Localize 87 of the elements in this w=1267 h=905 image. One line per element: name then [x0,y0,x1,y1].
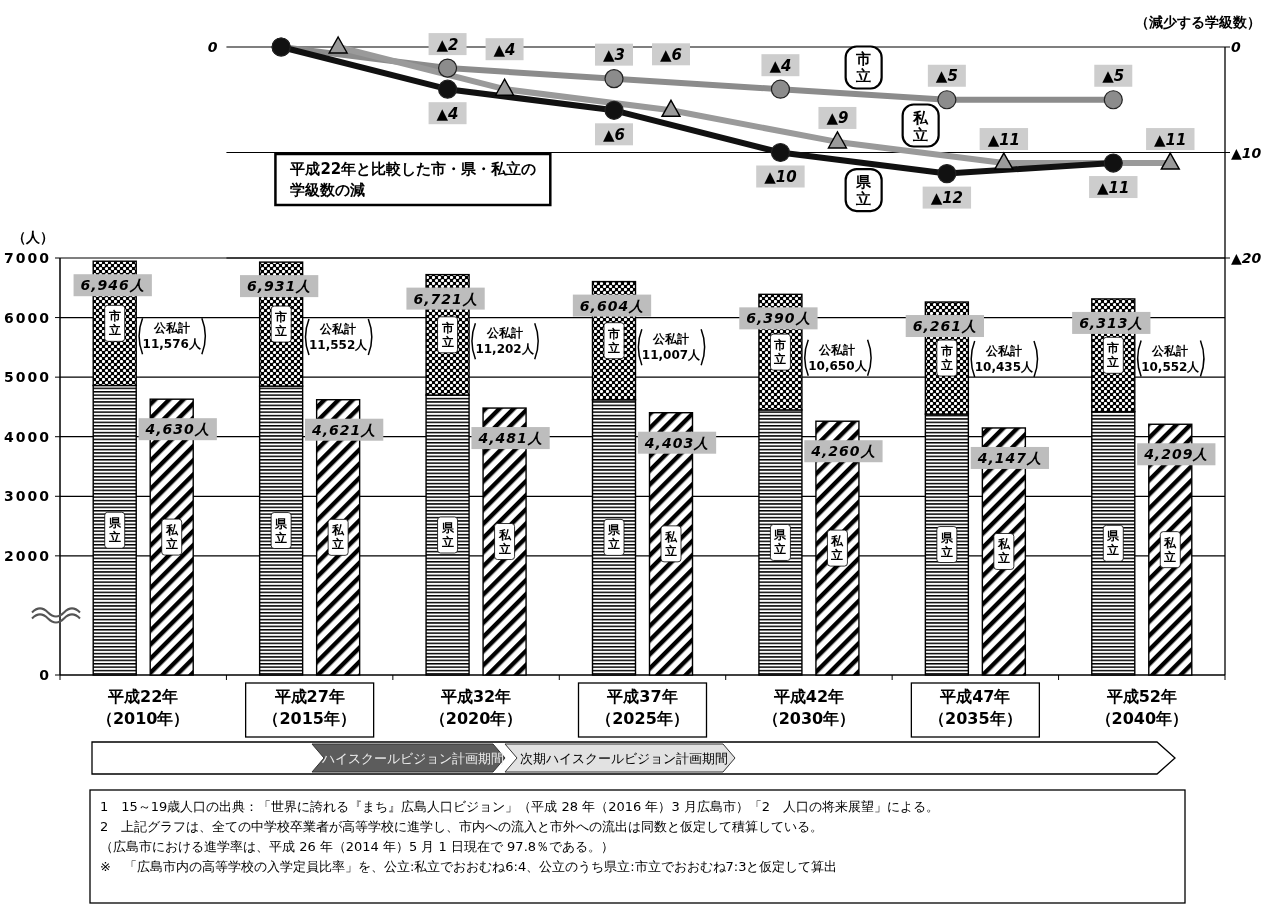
data-label: ▲6 [660,45,682,64]
data-label: ▲2 [436,35,459,54]
data-label: ▲5 [1102,67,1125,86]
data-label: 4,209人 [1143,446,1209,463]
data-label: ▲4 [769,56,792,75]
data-label: ▲9 [826,109,849,128]
x-tick-label: 平成52年（2040年） [1095,687,1189,728]
text: 私立 [332,523,345,552]
text: 私立 [165,523,178,552]
point [770,142,791,163]
series-label: 県立 [107,516,122,545]
y-tick-label: 0 [39,667,51,683]
total-label: 6,261人 [912,318,978,335]
data-label: ▲5 [935,67,958,86]
point [937,90,957,110]
data-label: ▲11 [1154,130,1187,149]
point [437,58,458,78]
x-tick-label: 平成47年（2035年） [929,687,1022,728]
text: 次期ハイスクールビジョン計画期間 [520,751,728,766]
y-tick-label: 6000 [4,309,51,326]
text: 私立 [1164,535,1177,564]
data-label: 4,621人 [310,421,377,438]
text: 1 15～19歳人口の出典：「世界に誇れる『まち』広島人口ビジョン」（平成 28 年（2016 年）3 月広島市）「2 人口の将来展望」による。 [100,799,940,814]
y-axis-title: （減少する学級数） [1135,14,1261,30]
x-tick-label: 平成37年（2025年） [596,687,689,728]
data-label: 4,260人 [810,443,876,460]
text: 2 上記グラフは、全ての中学校卒業者が高等学校に進学し、市内への流入と市外への流出は同数と仮定して積算している。 [100,819,824,834]
x-tick-label: 平成27年（2015年） [263,687,356,728]
data-label: ▲4 [493,40,516,59]
text: ※ 「広島市内の高等学校の入学定員比率」を、公立:私立でおおむね6:4、公立のうち県立:市立でおおむね7:3と仮定して算出 [100,859,838,874]
text: 市立 [940,344,953,373]
series-label: 私立 [912,108,930,144]
text: 県立 [608,523,620,552]
total-label: 6,721人 [413,290,478,307]
text: 市立 [1107,341,1120,370]
text: 県立 [275,516,288,545]
text: 県立 [441,521,454,550]
y-tick-label: 0 [1231,39,1241,55]
point [937,164,957,184]
point [604,100,624,120]
y-axis-title: （人） [12,229,54,245]
point [437,79,458,99]
text: 平成22年と比較した市・県・私立の学級数の減 [289,160,537,199]
point [770,79,791,99]
text: 市立 [275,310,288,339]
point [1103,153,1123,173]
text: 市立 [441,320,454,349]
y-tick-label: 4000 [4,428,51,445]
x-tick-label: 平成32年（2020年） [429,687,523,728]
text: 0 [207,39,218,55]
text: 県立 [1107,529,1120,558]
text: ハイスクールビジョン計画期間 [320,751,504,766]
x-tick-label: 平成42年（2030年） [762,687,856,728]
data-label: ▲4 [436,104,459,123]
total-label: 6,931人 [246,278,312,295]
data-label: 4,147人 [976,449,1043,466]
y-tick-label: 2000 [4,547,51,564]
y-tick-label: ▲10 [1231,144,1262,161]
x-tick-label: 平成22年（2010年） [96,687,190,728]
text: 私立 [831,534,844,563]
y-tick-label: ▲20 [1231,250,1262,266]
series-label: 市立 [855,50,872,86]
data-label: ▲10 [764,168,797,186]
series-label: 市立 [107,309,121,338]
series-label: 県立 [855,173,873,209]
total-label: 6,604人 [579,297,645,314]
y-tick-label: 3000 [4,488,51,505]
data-label: ▲12 [930,189,964,208]
text: 県立 [940,530,953,559]
data-label: 4,630人 [144,421,210,438]
total-label: 6,313人 [1079,314,1144,331]
data-label: ▲3 [603,46,625,65]
data-label: ▲11 [987,130,1021,149]
text: 市立 [774,338,787,367]
point [604,69,624,89]
text: 私立 [665,529,677,558]
data-label: ▲6 [603,125,625,144]
total-label: 6,946人 [80,277,145,294]
point [1103,90,1123,110]
text: 市立 [608,326,620,355]
y-tick-label: 7000 [4,250,51,266]
data-label: ▲11 [1097,178,1130,197]
y-tick-label: 5000 [4,369,51,386]
data-label: 4,481人 [477,430,543,447]
text: （広島市における進学率は、平成 26 年（2014 年）5 月 1 日現在で 97.8％である。） [100,839,615,854]
data-label: 4,403人 [643,434,710,451]
total-label: 6,390人 [746,310,811,327]
